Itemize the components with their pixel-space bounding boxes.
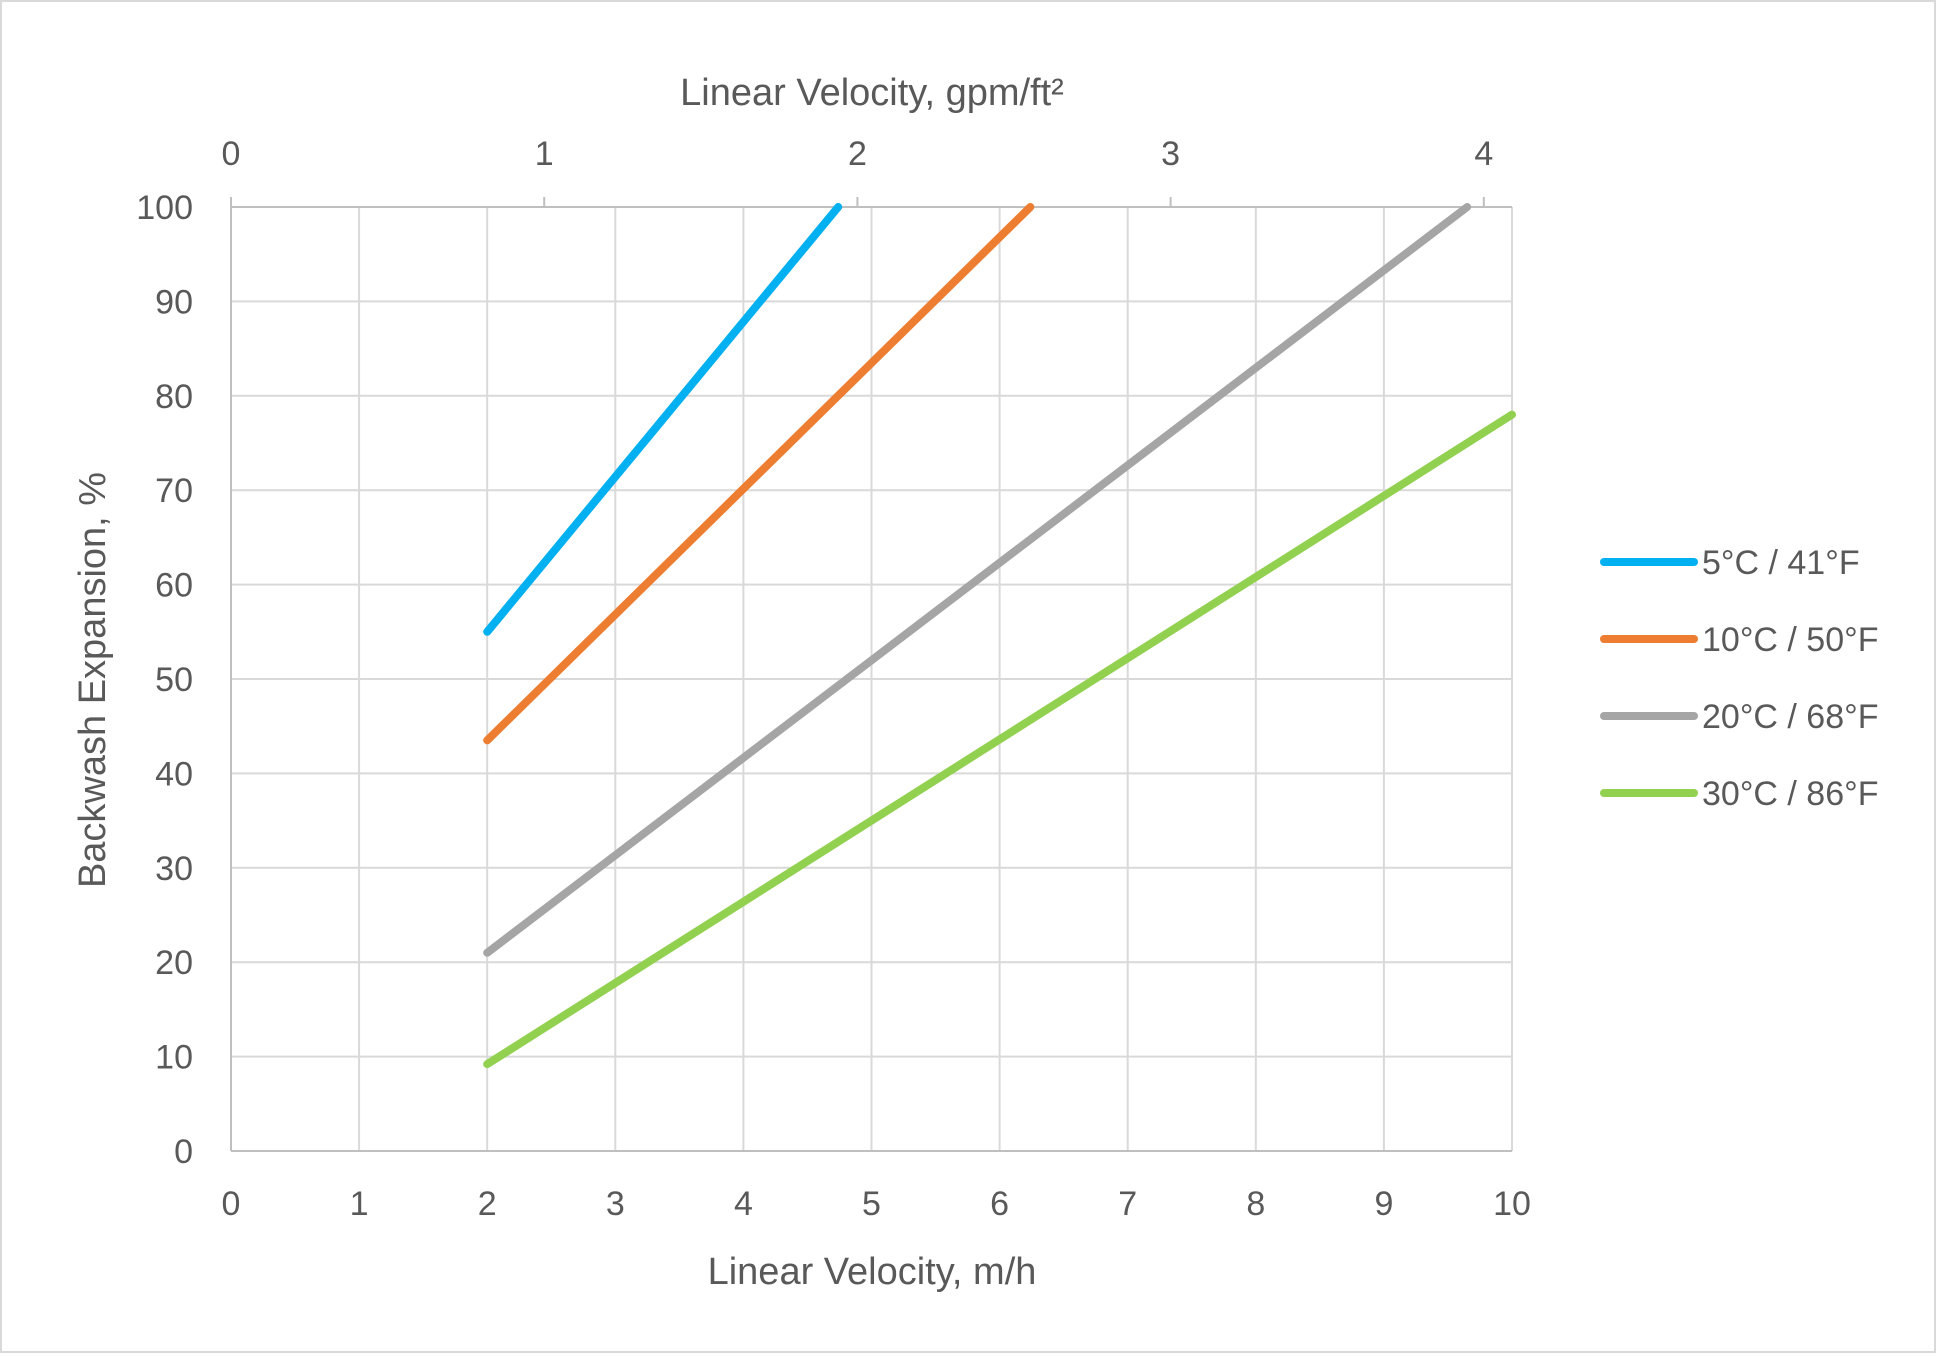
y-tick-label: 40 xyxy=(155,755,193,793)
top-x-tick-label: 2 xyxy=(848,135,867,173)
top-x-tick-label: 1 xyxy=(535,135,554,173)
x-tick-label: 1 xyxy=(350,1185,369,1223)
top-x-axis-title: Linear Velocity, gpm/ft² xyxy=(680,72,1064,114)
y-tick-label: 10 xyxy=(155,1039,193,1077)
x-tick-label: 2 xyxy=(478,1185,497,1223)
x-tick-label: 7 xyxy=(1118,1185,1137,1223)
series-layer xyxy=(483,203,1516,1069)
y-tick-label: 70 xyxy=(155,472,193,510)
y-axis-title: Backwash Expansion, % xyxy=(72,472,114,888)
x-tick-label: 3 xyxy=(606,1185,625,1223)
series-line xyxy=(483,203,1472,957)
x-tick-label: 8 xyxy=(1246,1185,1265,1223)
axes-layer xyxy=(230,197,1512,1152)
x-tick-label: 6 xyxy=(990,1185,1009,1223)
top-x-tick-label: 0 xyxy=(222,135,241,173)
legend-label: 30°C / 86°F xyxy=(1702,775,1879,813)
y-tick-label: 30 xyxy=(155,850,193,888)
series-line xyxy=(483,203,1035,745)
series-line xyxy=(483,410,1516,1069)
x-tick-label: 4 xyxy=(734,1185,753,1223)
top-x-tick-label: 4 xyxy=(1474,135,1493,173)
y-tick-label: 60 xyxy=(155,567,193,605)
grid-layer xyxy=(230,206,1513,1152)
y-tick-label: 80 xyxy=(155,378,193,416)
x-tick-label: 5 xyxy=(862,1185,881,1223)
legend-label: 20°C / 68°F xyxy=(1702,698,1879,736)
legend-label: 5°C / 41°F xyxy=(1702,544,1860,582)
x-tick-label: 10 xyxy=(1493,1185,1531,1223)
legend: 5°C / 41°F 10°C / 50°F 20°C / 68°F 30°C / 8… xyxy=(1600,544,1879,813)
y-tick-label: 90 xyxy=(155,283,193,321)
y-tick-label: 100 xyxy=(136,189,193,227)
series-line xyxy=(483,203,843,636)
y-tick-label: 50 xyxy=(155,661,193,699)
top-x-tick-label: 3 xyxy=(1161,135,1180,173)
legend-label: 10°C / 50°F xyxy=(1702,621,1879,659)
x-axis-title: Linear Velocity, m/h xyxy=(708,1251,1037,1293)
y-tick-label: 0 xyxy=(174,1133,193,1171)
x-tick-label: 9 xyxy=(1374,1185,1393,1223)
x-tick-label: 0 xyxy=(222,1185,241,1223)
y-tick-label: 20 xyxy=(155,944,193,982)
